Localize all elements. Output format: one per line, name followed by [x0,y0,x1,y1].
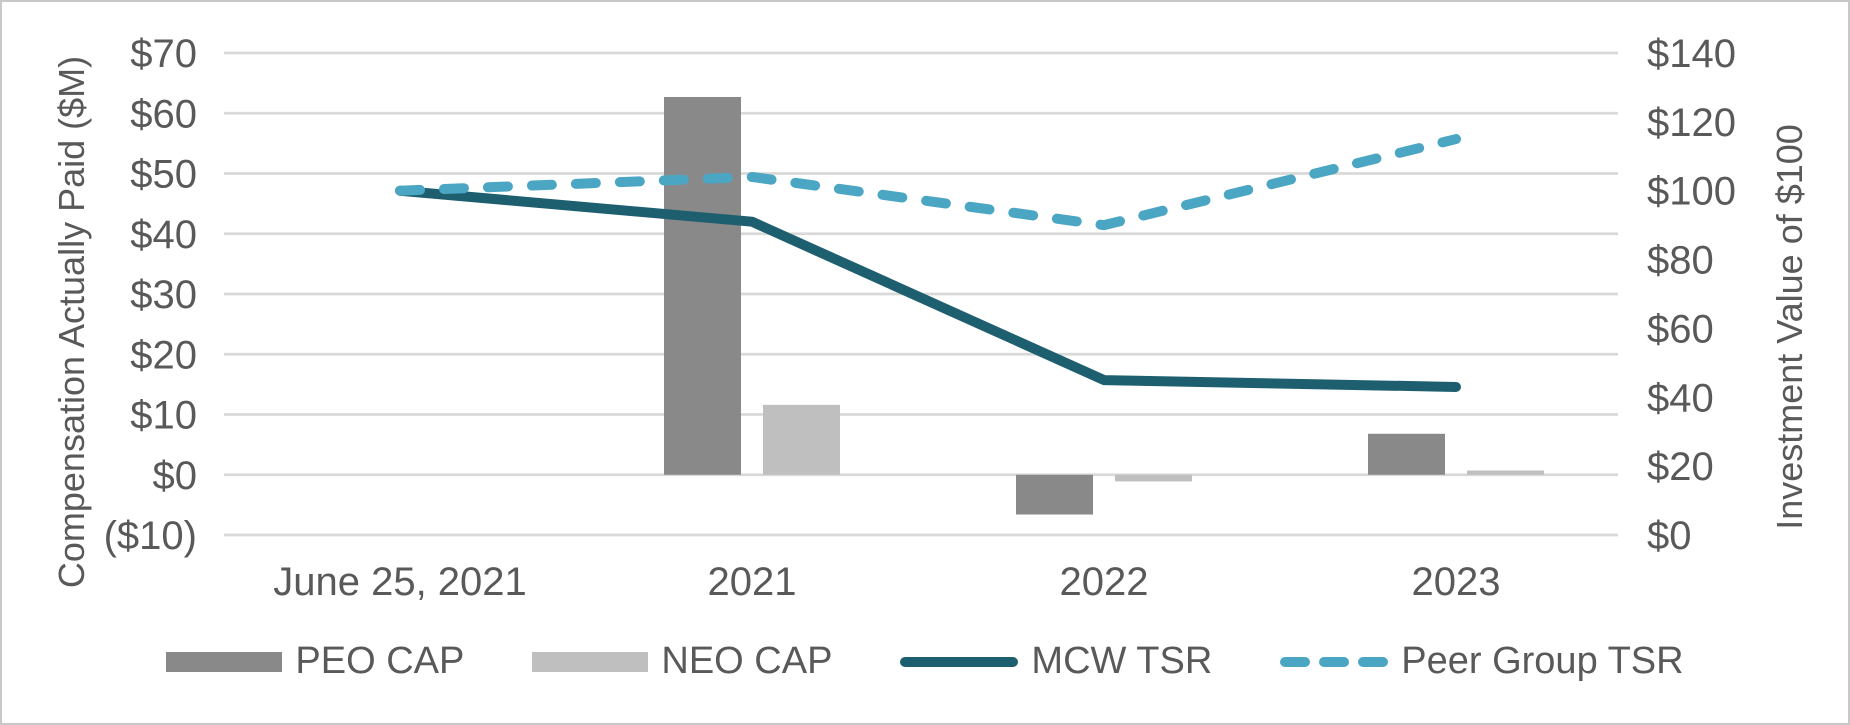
right-axis-tick-labels: $140 $120 $100 $80 $60 $40 $20 $0 [1647,32,1736,558]
right-axis-title: Investment Value of $100 [1769,124,1810,530]
left-tick--60: $60 [130,92,197,136]
left-axis-tick-labels: $70 $60 $50 $40 $30 $20 $10 $0 ($10) [104,32,197,558]
left-axis-title: Compensation Actually Paid ($M) [51,56,92,588]
right-tick--60: $60 [1647,307,1714,351]
bar-peo-cap-2023 [1368,433,1445,475]
legend-label: MCW TSR [1031,640,1213,682]
legend-bar-swatch [166,651,283,672]
category-label-2021: 2021 [708,560,797,604]
right-tick--0: $0 [1647,514,1692,558]
left-tick--10: $10 [130,394,197,438]
x-axis-category-labels: June 25, 2021 2021 2022 2023 [273,560,1500,604]
right-tick--80: $80 [1647,239,1714,283]
legend-item-peo-cap: PEO CAP [166,640,464,683]
bar-neo-cap-2023 [1467,470,1544,475]
bar-peo-cap-2022 [1016,474,1093,515]
bar-series-group [664,96,1544,515]
legend: PEO CAP NEO CAP MCW TSR Peer Group TSR [2,640,1848,683]
left-tick--20: $20 [130,333,197,377]
left-tick--10-: ($10) [104,514,197,558]
right-tick--40: $40 [1647,376,1714,420]
legend-label: NEO CAP [661,640,833,682]
left-tick--50: $50 [130,153,197,197]
right-tick--20: $20 [1647,445,1714,489]
bar-neo-cap-2021 [763,404,840,475]
category-label-2022: 2022 [1060,560,1149,604]
legend-item-peer-group-tsr: Peer Group TSR [1280,640,1684,683]
legend-dashed-line-swatch [1280,656,1389,667]
line-peer-group-tsr [395,134,1461,231]
left-tick--30: $30 [130,273,197,317]
bar-peo-cap-2021 [664,96,741,475]
left-tick--0: $0 [153,454,198,498]
legend-line-swatch [900,656,1019,667]
category-label-june-25-2021: June 25, 2021 [273,560,527,604]
right-tick--100: $100 [1647,170,1736,214]
category-label-2023: 2023 [1412,560,1501,604]
legend-bar-swatch [532,651,649,672]
legend-dash [1319,656,1350,667]
legend-dash [1280,656,1311,667]
right-tick--120: $120 [1647,101,1736,145]
bar-neo-cap-2022 [1115,474,1192,482]
line-mcw-tsr [395,185,1461,392]
left-tick--70: $70 [130,32,197,76]
legend-item-mcw-tsr: MCW TSR [900,640,1212,683]
right-tick--140: $140 [1647,32,1736,76]
legend-label: Peer Group TSR [1401,640,1684,682]
legend-dash [1358,656,1389,667]
left-tick--40: $40 [130,213,197,257]
legend-item-neo-cap: NEO CAP [532,640,832,683]
legend-label: PEO CAP [295,640,465,682]
line-series-group [395,134,1461,392]
